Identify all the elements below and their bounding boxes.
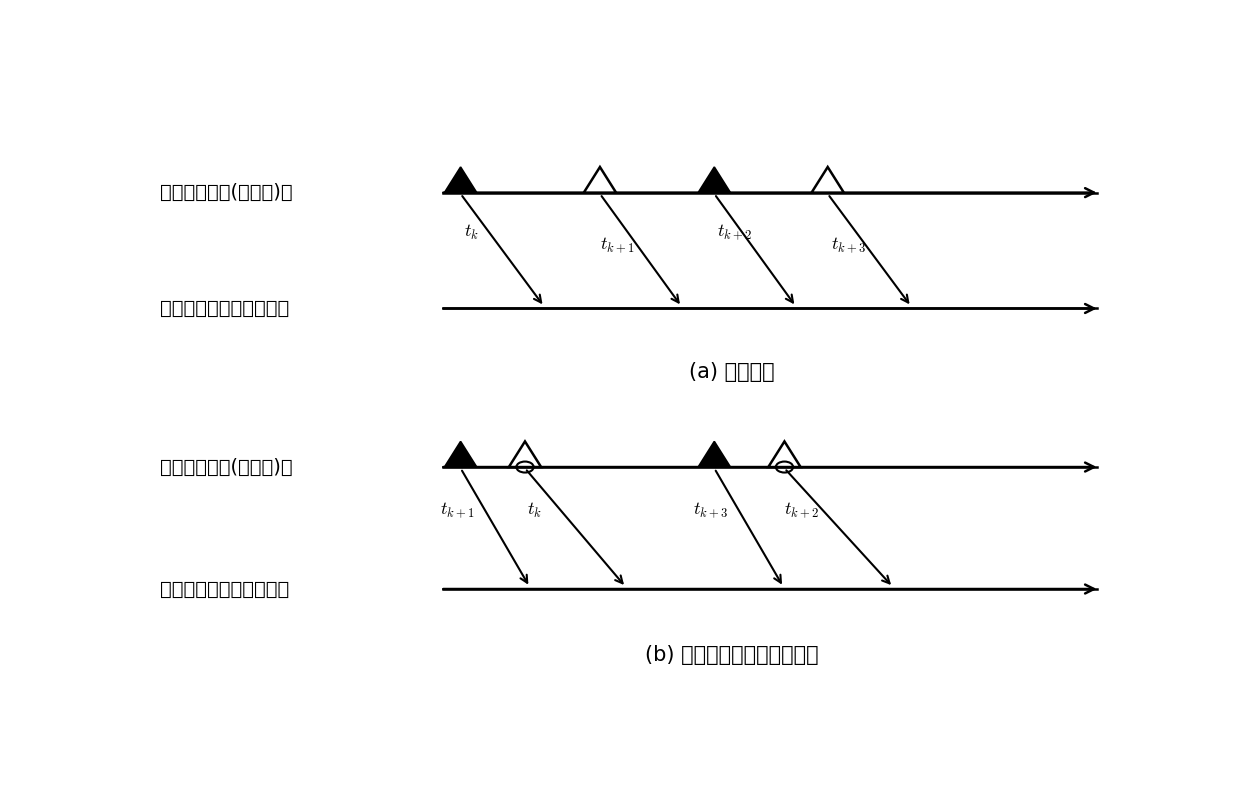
Polygon shape <box>698 441 730 467</box>
Polygon shape <box>584 167 616 192</box>
Text: 量测到达融合中心时刻：: 量测到达融合中心时刻： <box>160 580 289 599</box>
Polygon shape <box>444 167 476 192</box>
Text: $t_{k+1}$: $t_{k+1}$ <box>600 235 635 254</box>
Polygon shape <box>811 167 844 192</box>
Text: 量测到达融合中心时刻：: 量测到达融合中心时刻： <box>160 299 289 318</box>
Text: (a) 顺序量测: (a) 顺序量测 <box>688 362 775 382</box>
Text: $t_{k+2}$: $t_{k+2}$ <box>785 501 820 520</box>
Text: $t_{k+2}$: $t_{k+2}$ <box>717 223 753 242</box>
Text: (b) 非顺序量测（一步滞后）: (b) 非顺序量测（一步滞后） <box>645 645 818 665</box>
Polygon shape <box>769 441 801 467</box>
Text: $t_{k+3}$: $t_{k+3}$ <box>831 235 866 254</box>
Polygon shape <box>508 441 541 467</box>
Text: $t_{k+3}$: $t_{k+3}$ <box>693 501 728 520</box>
Text: $t_k$: $t_k$ <box>527 501 542 520</box>
Polygon shape <box>444 441 476 467</box>
Text: $t_k$: $t_k$ <box>465 223 480 242</box>
Text: 量测真实时刻(时间戳)：: 量测真实时刻(时间戳)： <box>160 458 293 477</box>
Text: 量测真实时刻(时间戳)：: 量测真实时刻(时间戳)： <box>160 183 293 202</box>
Polygon shape <box>698 167 730 192</box>
Text: $t_{k+1}$: $t_{k+1}$ <box>440 501 475 520</box>
